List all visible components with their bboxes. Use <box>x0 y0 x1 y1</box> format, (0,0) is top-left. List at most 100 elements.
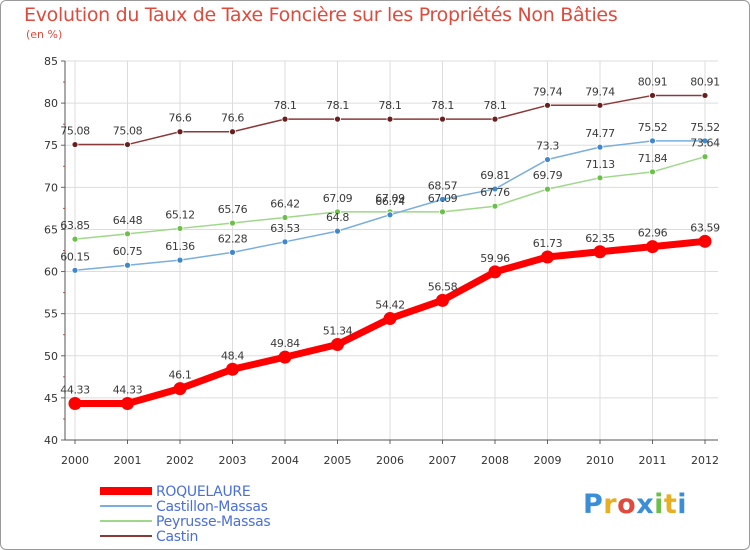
data-label-1: 69.81 <box>480 169 510 182</box>
data-label-2: 67.09 <box>375 192 405 205</box>
proxiti-logo: Proxiti <box>583 489 687 520</box>
data-label-2: 69.79 <box>533 169 563 182</box>
data-label-1: 68.57 <box>428 179 458 192</box>
series-point-0 <box>226 362 239 376</box>
data-label-2: 63.85 <box>60 219 90 232</box>
series-point-3 <box>701 92 709 99</box>
x-tick-label: 2005 <box>324 454 352 467</box>
data-label-0: 56.58 <box>428 280 458 293</box>
data-label-1: 73.3 <box>536 140 559 153</box>
series-point-3 <box>124 141 131 148</box>
data-label-3: 78.1 <box>274 99 297 112</box>
series-point-2 <box>334 208 341 216</box>
data-label-1: 64.8 <box>326 211 349 224</box>
y-tick-label: 70 <box>44 181 58 194</box>
data-label-1: 74.77 <box>585 127 615 140</box>
x-tick-label: 2012 <box>691 454 719 467</box>
series-point-2 <box>596 174 604 182</box>
data-label-0: 44.33 <box>113 384 143 397</box>
series-point-1 <box>649 137 656 145</box>
chart-title: Evolution du Taux de Taxe Foncière sur l… <box>24 4 618 26</box>
series-point-0 <box>541 250 554 264</box>
data-label-1: 60.15 <box>60 250 90 263</box>
data-label-3: 79.74 <box>585 85 615 98</box>
series-point-3 <box>491 115 499 123</box>
series-point-0 <box>698 234 712 248</box>
series-point-0 <box>173 382 187 396</box>
y-tick-label: 85 <box>44 55 58 68</box>
data-labels: 44.33 44.33 46.1 48.4 49.84 51.34 54.42 56.58 59… <box>60 75 720 396</box>
series-point-2 <box>124 230 131 238</box>
data-label-0: 44.33 <box>60 384 90 397</box>
series-point-1 <box>229 248 236 256</box>
series-point-3 <box>176 128 184 136</box>
series-point-2 <box>701 153 709 161</box>
x-tick-label: 2002 <box>166 454 194 467</box>
y-tick-label: 75 <box>44 139 58 152</box>
y-tick-label: 40 <box>44 434 58 447</box>
data-label-3: 80.91 <box>690 75 720 88</box>
y-tick-label: 45 <box>44 392 58 405</box>
logo-letter: x <box>636 489 655 520</box>
data-label-2: 66.42 <box>270 197 300 210</box>
series-point-1 <box>701 137 709 145</box>
data-label-0: 63.59 <box>690 221 720 234</box>
series-point-1 <box>176 256 184 264</box>
legend-swatch-0 <box>100 487 152 495</box>
data-label-2: 73.64 <box>690 137 720 150</box>
y-tick-label: 55 <box>44 308 58 321</box>
data-label-0: 49.84 <box>270 337 300 350</box>
unit-label: (en %) <box>26 28 63 41</box>
x-tick-label: 2004 <box>271 454 299 467</box>
legend-swatch-1 <box>100 505 152 507</box>
legend-label-2: Peyrusse-Massas <box>156 514 271 530</box>
series-point-3 <box>439 115 446 123</box>
x-tick-label: 2011 <box>639 454 667 467</box>
x-tick-label: 2000 <box>61 454 89 467</box>
x-tick-label: 2010 <box>586 454 614 467</box>
data-label-3: 75.08 <box>113 125 143 138</box>
series-point-1 <box>334 227 341 235</box>
data-label-3: 78.1 <box>431 99 454 112</box>
data-label-1: 63.53 <box>270 222 300 235</box>
data-label-0: 46.1 <box>169 369 192 382</box>
data-label-2: 67.09 <box>323 192 353 205</box>
logo-letter: P <box>583 489 604 520</box>
x-tick-label: 2001 <box>114 454 142 467</box>
series-point-0 <box>383 312 397 326</box>
x-tick-label: 2007 <box>429 454 457 467</box>
data-label-3: 79.74 <box>533 85 563 98</box>
data-label-0: 62.96 <box>638 227 668 240</box>
x-tick-label: 2008 <box>481 454 509 467</box>
data-label-3: 78.1 <box>379 99 402 112</box>
logo-letter: i <box>677 489 688 520</box>
series-point-3 <box>71 141 79 148</box>
series-point-2 <box>544 185 551 193</box>
legend-swatch-3 <box>100 535 152 537</box>
y-tick-label: 80 <box>44 97 58 110</box>
series-point-2 <box>491 202 499 210</box>
series-point-1 <box>544 156 551 163</box>
data-label-2: 67.09 <box>428 192 458 205</box>
legend-label-1: Castillon-Massas <box>156 499 268 515</box>
data-label-0: 62.35 <box>585 232 615 245</box>
data-label-3: 76.6 <box>169 112 192 125</box>
series-point-3 <box>649 92 656 99</box>
series-point-2 <box>229 219 236 227</box>
data-label-2: 65.12 <box>165 208 195 221</box>
data-label-3: 78.1 <box>326 99 349 112</box>
data-label-0: 54.42 <box>375 299 405 312</box>
data-label-0: 48.4 <box>221 349 244 362</box>
series-point-2 <box>176 225 184 232</box>
axes: 40 45 50 55 60 65 70 75 80 85 2000 2001 2002 2003 2004… <box>44 55 719 467</box>
series-layer <box>68 92 712 411</box>
series-point-1 <box>281 238 289 246</box>
data-label-3: 80.91 <box>638 75 668 88</box>
data-label-3: 75.08 <box>60 125 90 138</box>
data-label-0: 59.96 <box>480 252 510 265</box>
series-point-1 <box>596 143 604 151</box>
series-point-1 <box>491 185 499 193</box>
x-tick-label: 2009 <box>534 454 562 467</box>
series-point-1 <box>439 195 446 203</box>
